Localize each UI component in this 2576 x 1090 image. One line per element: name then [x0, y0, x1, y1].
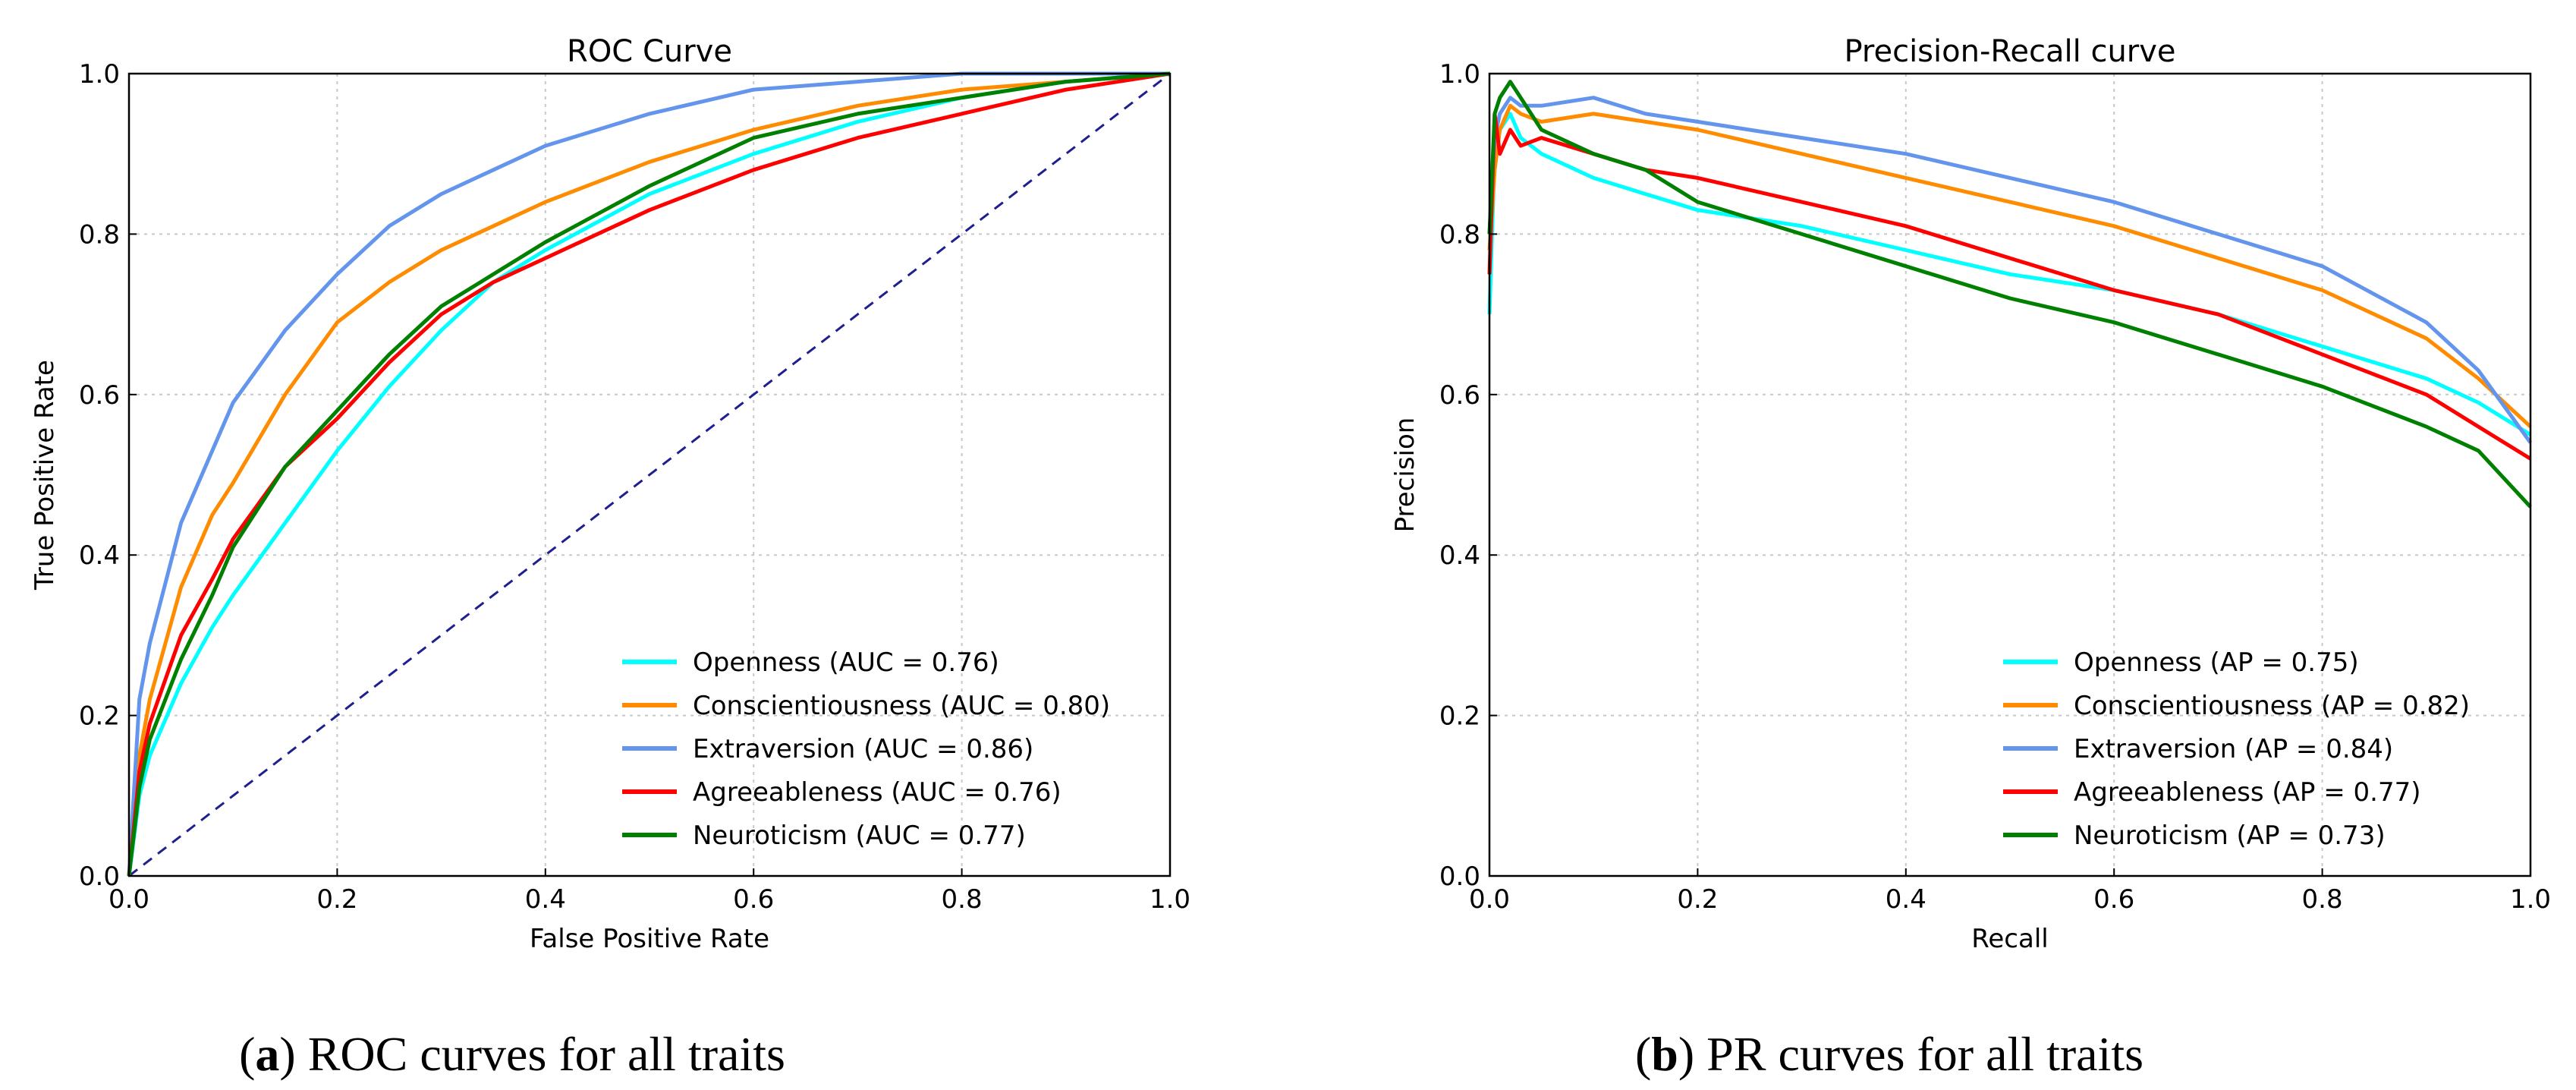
x-tick-label: 0.2	[316, 884, 357, 915]
legend-label: Extraversion (AP = 0.84)	[2074, 734, 2393, 764]
chart-title: ROC Curve	[567, 34, 732, 69]
y-tick-label: 0.4	[79, 540, 120, 571]
legend-label: Agreeableness (AP = 0.77)	[2074, 777, 2421, 808]
plot-frame	[127, 72, 1172, 877]
y-tick-label: 0.4	[1439, 540, 1480, 571]
series-line	[1487, 112, 2532, 461]
chart-title: Precision-Recall curve	[1844, 34, 2175, 69]
y-tick-label: 0.6	[79, 380, 120, 411]
y-tick-label: 0.2	[1439, 701, 1480, 732]
y-tick-label: 0.6	[1439, 380, 1480, 411]
series-line	[1487, 112, 2532, 436]
legend: Openness (AP = 0.75) Conscientiousness (A…	[2003, 647, 2470, 851]
y-axis-label: Precision	[1390, 417, 1420, 533]
x-tick-label: 0.4	[1886, 884, 1926, 915]
legend-label: Agreeableness (AUC = 0.76)	[693, 777, 1062, 808]
y-tick-label: 0.2	[79, 701, 120, 732]
legend-label: Conscientiousness (AP = 0.82)	[2074, 691, 2470, 721]
series-line	[1487, 96, 2533, 444]
roc-panel: 0.0 0.2 0.4 0.6 0.8 1.0 0.0 0.2 0.4 0.6 0.8 1.0 ROC …	[30, 34, 1190, 1081]
legend: Openness (AUC = 0.76) Conscientiousness (…	[622, 647, 1110, 851]
series-line	[127, 71, 1170, 877]
chance-diagonal	[128, 72, 1171, 877]
x-tick-label: 0.2	[1677, 884, 1718, 915]
series-line	[127, 71, 1171, 877]
legend-label: Openness (AP = 0.75)	[2074, 647, 2359, 678]
legend-label: Openness (AUC = 0.76)	[693, 647, 999, 678]
x-tick-label: 1.0	[1150, 884, 1190, 915]
x-tick-label: 0.0	[109, 884, 149, 915]
y-tick-label: 0.0	[79, 862, 120, 892]
series-line	[1487, 80, 2532, 509]
y-tick-label: 0.8	[79, 219, 120, 250]
panel-caption: (a) ROC curves for all traits	[239, 1027, 785, 1081]
legend-label: Conscientiousness (AUC = 0.80)	[693, 691, 1110, 721]
x-axis-label: Recall	[1971, 924, 2048, 954]
panel-caption: (b) PR curves for all traits	[1635, 1027, 2144, 1081]
x-tick-label: 1.0	[2510, 884, 2551, 915]
legend-label: Neuroticism (AP = 0.73)	[2074, 821, 2386, 851]
series-line	[127, 71, 1171, 877]
series-line	[127, 71, 1171, 877]
x-tick-label: 0.4	[525, 884, 566, 915]
y-axis-label: True Positive Rate	[30, 360, 60, 591]
y-tick-label: 1.0	[1439, 59, 1480, 90]
series-line	[1487, 103, 2532, 428]
x-tick-label: 0.8	[942, 884, 983, 915]
x-tick-label: 0.6	[2093, 884, 2134, 915]
pr-panel: 0.0 0.2 0.4 0.6 0.8 1.0 0.0 0.2 0.4 0.6 0.8 1.0 Prec…	[1390, 34, 2551, 1081]
y-tick-label: 0.8	[1439, 219, 1480, 250]
legend-label: Neuroticism (AUC = 0.77)	[693, 821, 1026, 851]
x-tick-label: 0.6	[733, 884, 774, 915]
x-tick-label: 0.0	[1469, 884, 1510, 915]
y-tick-label: 1.0	[79, 59, 120, 90]
legend-label: Extraversion (AUC = 0.86)	[693, 734, 1033, 764]
x-tick-label: 0.8	[2302, 884, 2343, 915]
x-axis-label: False Positive Rate	[530, 924, 769, 954]
series-line	[127, 71, 1171, 877]
y-tick-label: 0.0	[1439, 862, 1480, 892]
plot-frame	[1488, 72, 2532, 877]
